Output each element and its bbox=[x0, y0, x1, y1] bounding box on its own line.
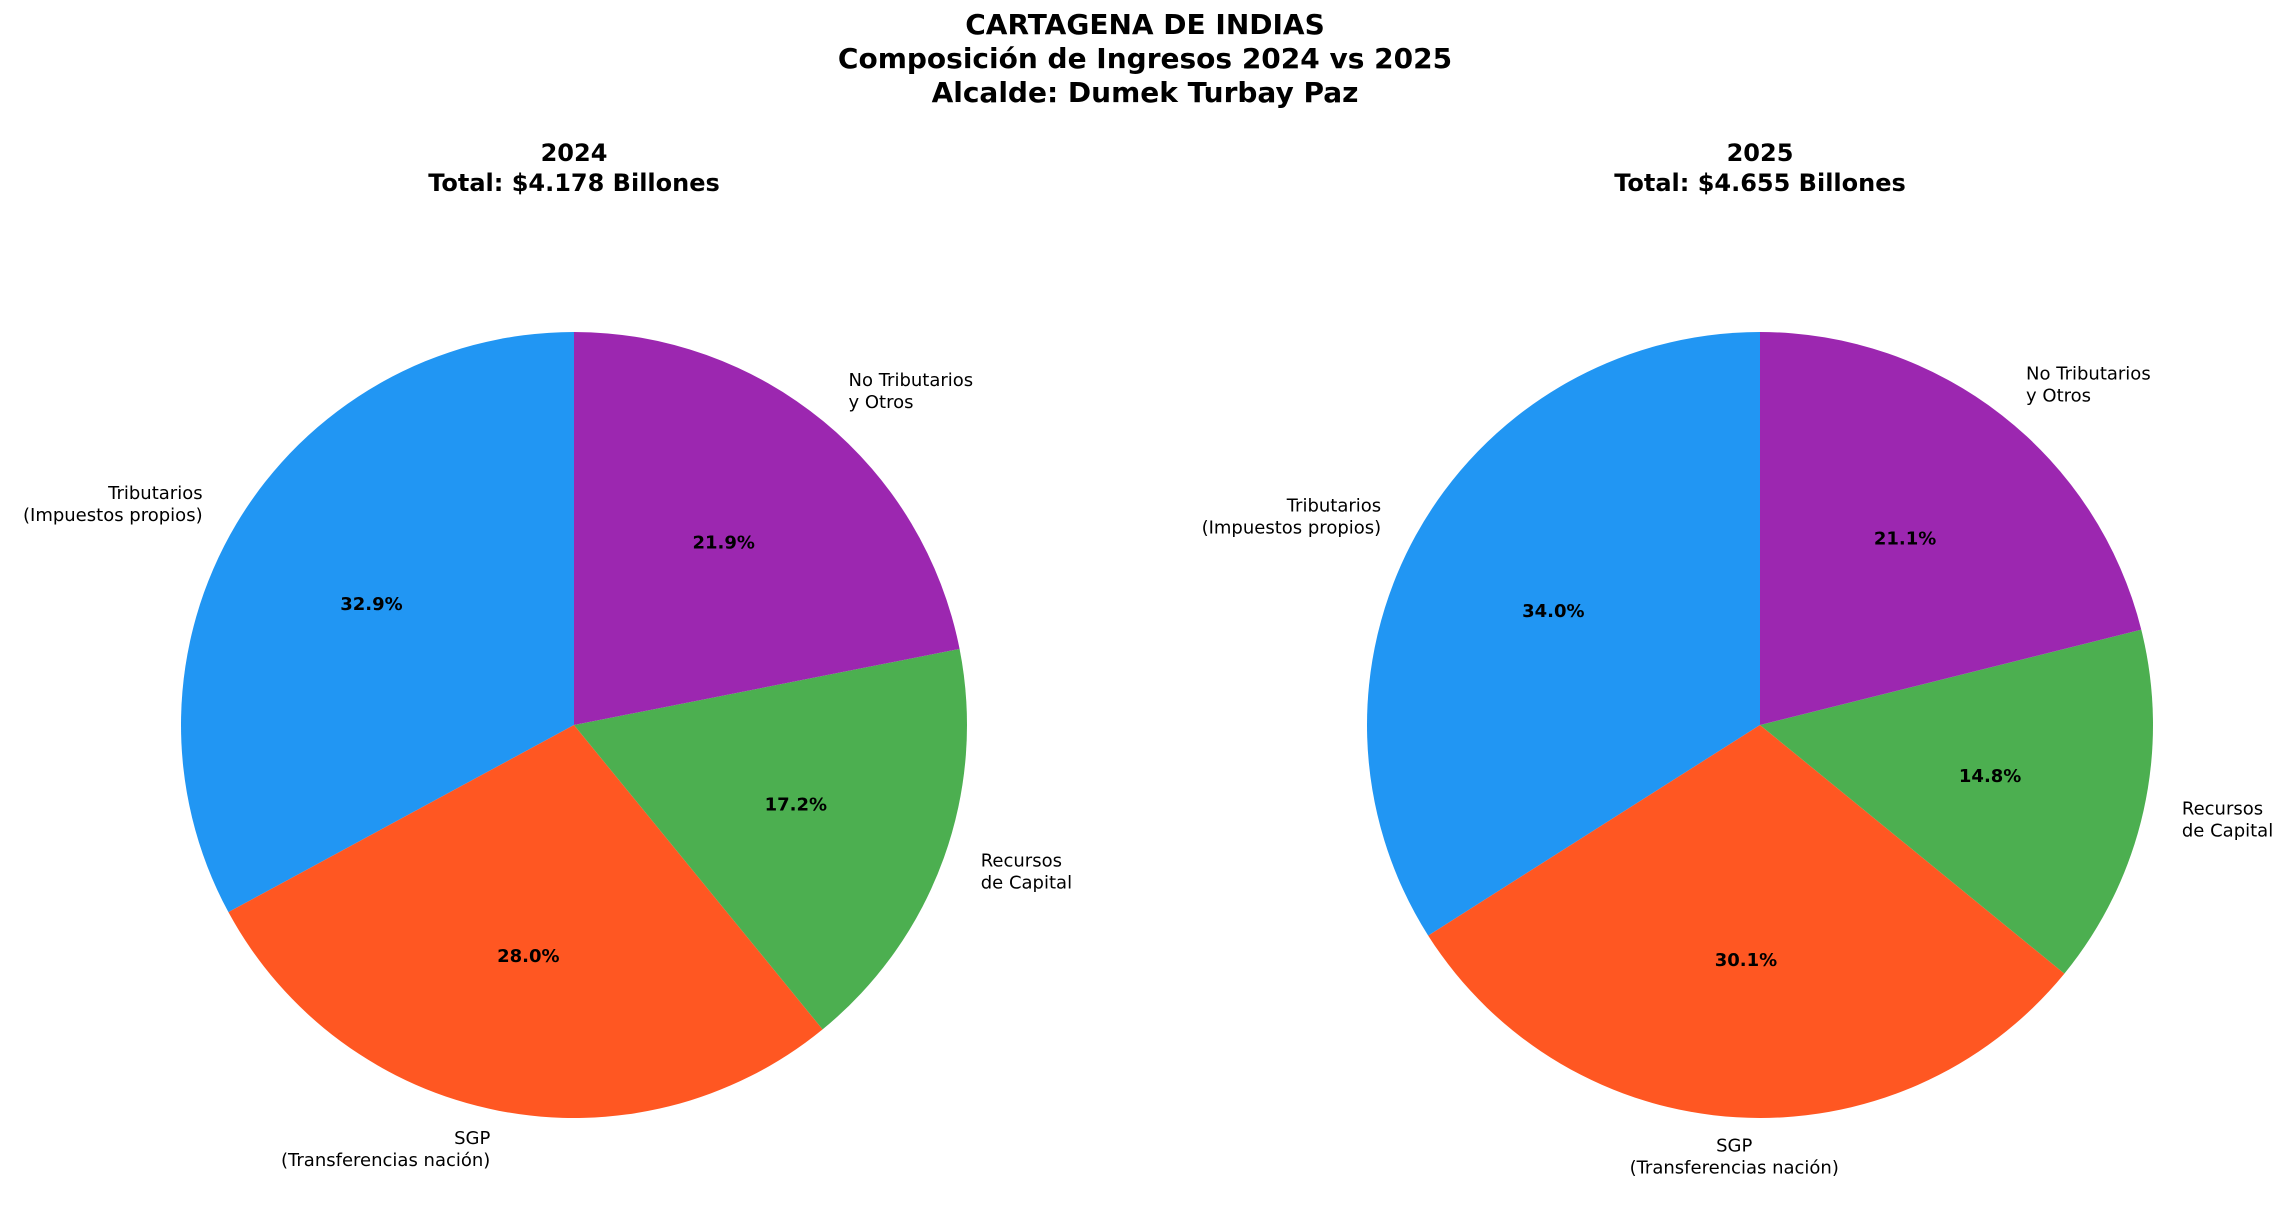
pie-2024-slice-sgp bbox=[228, 725, 823, 1119]
pie-2024-slice-tributarios bbox=[180, 332, 574, 913]
pie-2024-pct-no-tributarios: 21.9% bbox=[693, 532, 755, 553]
pie-2024-year: 2024 bbox=[540, 139, 608, 167]
pie-2025-label-no-tributarios: No Tributarios y Otros bbox=[2026, 363, 2151, 406]
pie-2024-label-no-tributarios: No Tributarios y Otros bbox=[849, 370, 974, 413]
pie-2025-label-recursos-capital: Recursos de Capital bbox=[2182, 798, 2273, 841]
pie-2025-slice-recursos-capital bbox=[1760, 629, 2153, 974]
pie-chart-2025: 34.0% Tributarios (Impuestos propios) 30.1%… bbox=[1202, 332, 2273, 1179]
pie-2025-label-tributarios: Tributarios (Impuestos propios) bbox=[1202, 496, 1382, 539]
pie-2025-title: 2025 Total: $4.655 Billones bbox=[1460, 138, 2060, 198]
pie-2025-slice-tributarios bbox=[1367, 332, 1760, 936]
pie-2025-label-sgp: SGP (Transferencias nación) bbox=[1630, 1136, 1839, 1179]
pie-2024-label-recursos-capital: Recursos de Capital bbox=[981, 850, 1072, 893]
pie-2024-label-sgp: SGP (Transferencias nación) bbox=[281, 1128, 490, 1171]
pie-2025-pct-recursos-capital: 14.8% bbox=[1959, 766, 2021, 787]
pie-2025-total: Total: $4.655 Billones bbox=[1614, 169, 1906, 197]
pie-2025-year: 2025 bbox=[1726, 139, 1794, 167]
figure-title-line-1: CARTAGENA DE INDIAS bbox=[965, 8, 1325, 41]
pie-2025-slice-sgp bbox=[1428, 725, 2065, 1118]
pie-2024-pct-recursos-capital: 17.2% bbox=[765, 794, 827, 815]
pie-2024-slice-no-tributarios bbox=[574, 332, 960, 725]
pie-chart-2024: 32.9% Tributarios (Impuestos propios) 28.0%… bbox=[23, 332, 1072, 1171]
pie-2024-label-tributarios: Tributarios (Impuestos propios) bbox=[23, 483, 203, 526]
figure-title-line-2: Composición de Ingresos 2024 vs 2025 bbox=[837, 42, 1453, 75]
pie-2025-pct-sgp: 30.1% bbox=[1715, 950, 1777, 971]
pie-2025-pct-tributarios: 34.0% bbox=[1522, 601, 1584, 622]
pie-2024-pct-tributarios: 32.9% bbox=[340, 594, 402, 615]
figure-title: CARTAGENA DE INDIAS Composición de Ingre… bbox=[0, 8, 2290, 110]
pie-2024-total: Total: $4.178 Billones bbox=[428, 169, 720, 197]
pie-2025-pct-no-tributarios: 21.1% bbox=[1874, 529, 1936, 550]
pie-2025-slice-no-tributarios bbox=[1760, 332, 2142, 725]
pie-2024-pct-sgp: 28.0% bbox=[497, 946, 559, 967]
pie-2024-title: 2024 Total: $4.178 Billones bbox=[274, 138, 874, 198]
pie-2024-slice-recursos-capital bbox=[574, 648, 968, 1030]
figure-title-line-3: Alcalde: Dumek Turbay Paz bbox=[931, 76, 1359, 109]
